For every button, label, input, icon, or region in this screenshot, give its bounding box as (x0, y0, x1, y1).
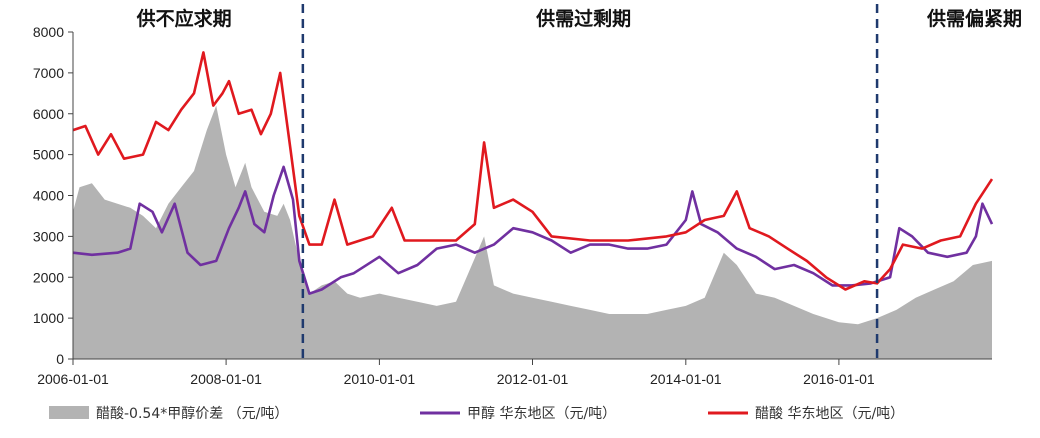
y-tick-label: 0 (56, 351, 64, 367)
methanol-price-line (72, 165, 994, 295)
phase-label: 供需过剩期 (535, 7, 631, 30)
legend-label: 醋酸-0.54*甲醇价差 （元/吨） (96, 405, 288, 422)
phase-label: 供需偏紧期 (926, 7, 1022, 30)
y-tick-label: 8000 (33, 24, 64, 40)
x-tick-label: 2014-01-01 (650, 371, 722, 387)
price-lines-layer (72, 51, 994, 295)
x-tick-label: 2010-01-01 (344, 371, 416, 387)
legend: 醋酸-0.54*甲醇价差 （元/吨） 甲醇 华东地区（元/吨） 醋酸 华东地区（元/… (49, 405, 904, 422)
x-tick-label: 2016-01-01 (803, 371, 875, 387)
legend-swatch-spread (49, 406, 89, 419)
y-tick-label: 7000 (33, 65, 64, 81)
y-tick-label: 4000 (33, 188, 64, 204)
x-tick-label: 2008-01-01 (190, 371, 262, 387)
y-tick-label: 3000 (33, 228, 64, 244)
y-tick-label: 2000 (33, 269, 64, 285)
y-tick-label: 1000 (33, 310, 64, 326)
legend-label: 醋酸 华东地区（元/吨） (755, 406, 904, 422)
phase-label: 供不应求期 (136, 7, 232, 30)
y-tick-label: 6000 (33, 106, 64, 122)
legend-label: 甲醇 华东地区（元/吨） (467, 405, 616, 422)
phase-labels: 供不应求期 供需过剩期 供需偏紧期 (136, 7, 1022, 30)
x-tick-label: 2012-01-01 (497, 371, 569, 387)
axes: 0 1000 2000 3000 4000 5000 6000 7000 8000 2006-01… (33, 24, 992, 387)
x-tick-label: 2006-01-01 (37, 371, 109, 387)
acetic-acid-price-line (72, 51, 994, 291)
y-tick-label: 5000 (33, 147, 64, 163)
